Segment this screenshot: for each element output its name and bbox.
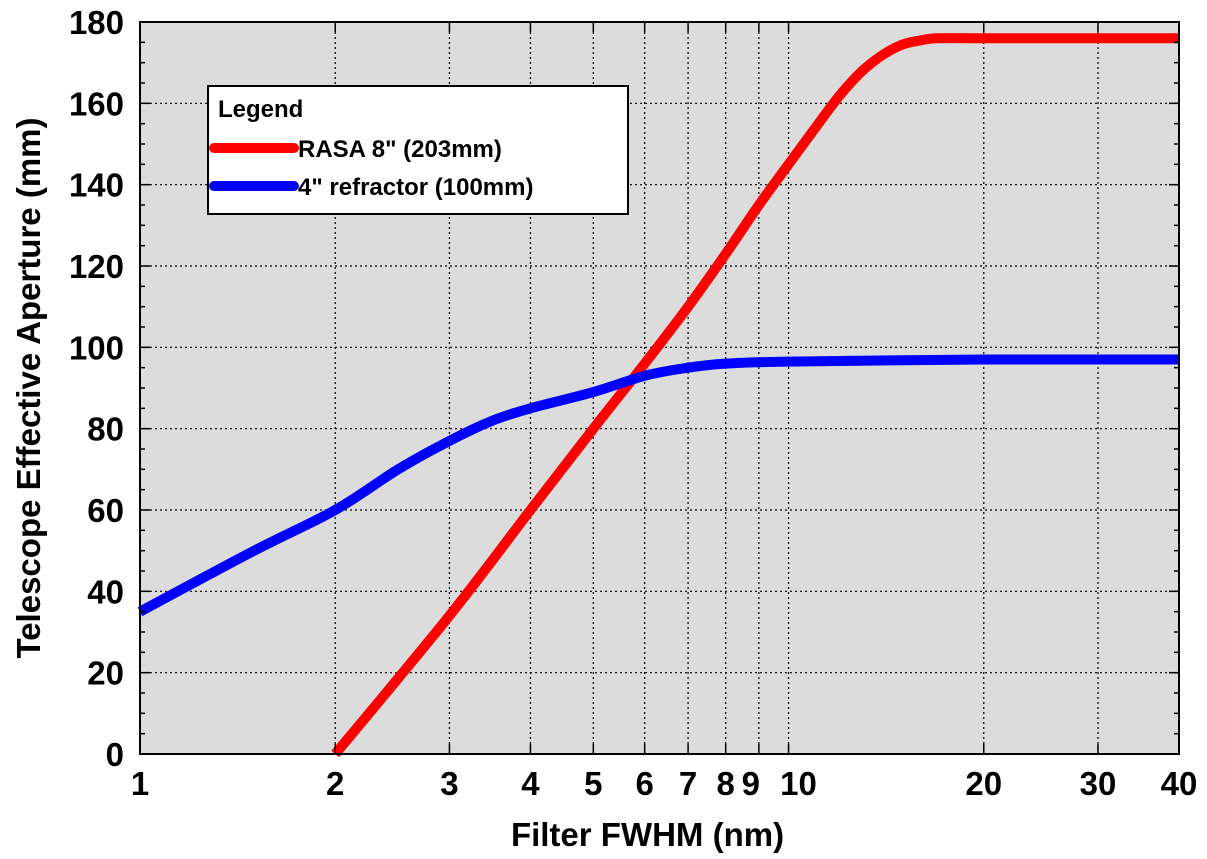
x-tick-label: 2 (326, 765, 344, 802)
legend-title: Legend (218, 96, 303, 123)
series-line-2 (137, 354, 1179, 617)
y-tick-label: 180 (69, 4, 124, 41)
y-axis-tick-labels: 0 20 40 60 80 100 120 140 160 180 (69, 4, 124, 773)
y-tick-label: 80 (87, 411, 124, 448)
y-tick-label: 160 (69, 85, 124, 122)
x-axis-tick-labels: 1 2 3 4 5 6 7 8 9 10 20 30 40 (131, 765, 1198, 802)
x-tick-label: 8 (717, 765, 735, 802)
legend-label: 4" refractor (100mm) (298, 174, 533, 201)
y-tick-label: 140 (69, 167, 124, 204)
legend-entries: RASA 8" (203mm) 4" refractor (100mm) (209, 136, 533, 201)
y-tick-label: 60 (87, 492, 124, 529)
legend: Legend RASA 8" (203mm) 4" refractor (100m… (207, 85, 629, 215)
series-lines (137, 33, 1179, 758)
x-tick-label: 9 (742, 765, 760, 802)
x-tick-label: 30 (1080, 765, 1117, 802)
x-tick-label: 6 (635, 765, 653, 802)
axis-ticks (139, 21, 1180, 755)
x-axis-title: Filter FWHM (nm) (511, 816, 784, 853)
y-tick-label: 0 (106, 736, 124, 773)
series-line-1 (331, 33, 1179, 758)
x-tick-label: 1 (131, 765, 149, 802)
x-tick-label: 5 (584, 765, 602, 802)
y-axis-title: Telescope Effective Aperture (mm) (10, 118, 47, 659)
x-tick-label: 40 (1161, 765, 1198, 802)
x-tick-label: 3 (440, 765, 458, 802)
x-tick-label: 4 (521, 765, 540, 802)
x-tick-label: 10 (780, 765, 817, 802)
x-tick-label: 7 (679, 765, 697, 802)
y-tick-label: 120 (69, 248, 124, 285)
x-tick-label: 20 (965, 765, 1002, 802)
y-tick-label: 100 (69, 329, 124, 366)
y-tick-label: 20 (87, 655, 124, 692)
legend-label: RASA 8" (203mm) (298, 136, 502, 163)
y-tick-label: 40 (87, 573, 124, 610)
